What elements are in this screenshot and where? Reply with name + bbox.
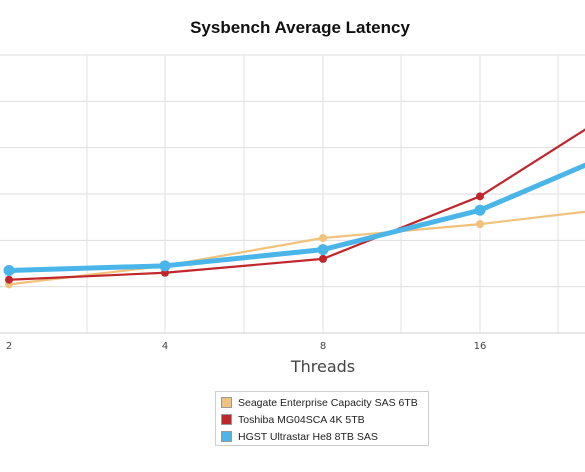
legend-swatch-seagate [221, 397, 232, 408]
legend-swatch-hgst [221, 431, 232, 442]
x-tick-labels: 2481632 [6, 341, 487, 350]
legend-item-seagate[interactable]: Seagate Enterprise Capacity SAS 6TB [221, 394, 423, 411]
legend-item-toshiba[interactable]: Toshiba MG04SCA 4K 5TB [221, 411, 423, 428]
legend-label-hgst: HGST Ultrastar He8 8TB SAS [238, 430, 378, 443]
x-axis-label: Threads [290, 357, 356, 376]
gridlines [0, 54, 585, 334]
data-point[interactable] [319, 254, 327, 263]
data-point[interactable] [319, 234, 327, 243]
series-line-0 [8, 210, 585, 286]
data-point[interactable] [476, 192, 484, 201]
data-point[interactable] [159, 260, 171, 272]
data-point[interactable] [3, 264, 15, 276]
plot-area: 2481632 [0, 54, 585, 350]
legend-label-toshiba: Toshiba MG04SCA 4K 5TB [238, 413, 365, 426]
data-point[interactable] [474, 204, 486, 216]
legend-item-hgst[interactable]: HGST Ultrastar He8 8TB SAS [221, 428, 423, 445]
legend[interactable]: Seagate Enterprise Capacity SAS 6TB Tosh… [215, 391, 429, 446]
data-point[interactable] [476, 220, 484, 229]
legend-label-seagate: Seagate Enterprise Capacity SAS 6TB [238, 396, 418, 409]
data-point[interactable] [317, 244, 329, 256]
x-tick-label: 2 [6, 341, 12, 350]
chart-title: Sysbench Average Latency [190, 18, 410, 37]
series-line-2 [8, 162, 585, 273]
x-tick-label: 4 [162, 341, 168, 350]
series-lines [3, 128, 585, 289]
data-point[interactable] [5, 275, 13, 284]
legend-swatch-toshiba [221, 414, 232, 425]
x-tick-label: 16 [474, 341, 487, 350]
x-tick-label: 8 [320, 341, 326, 350]
